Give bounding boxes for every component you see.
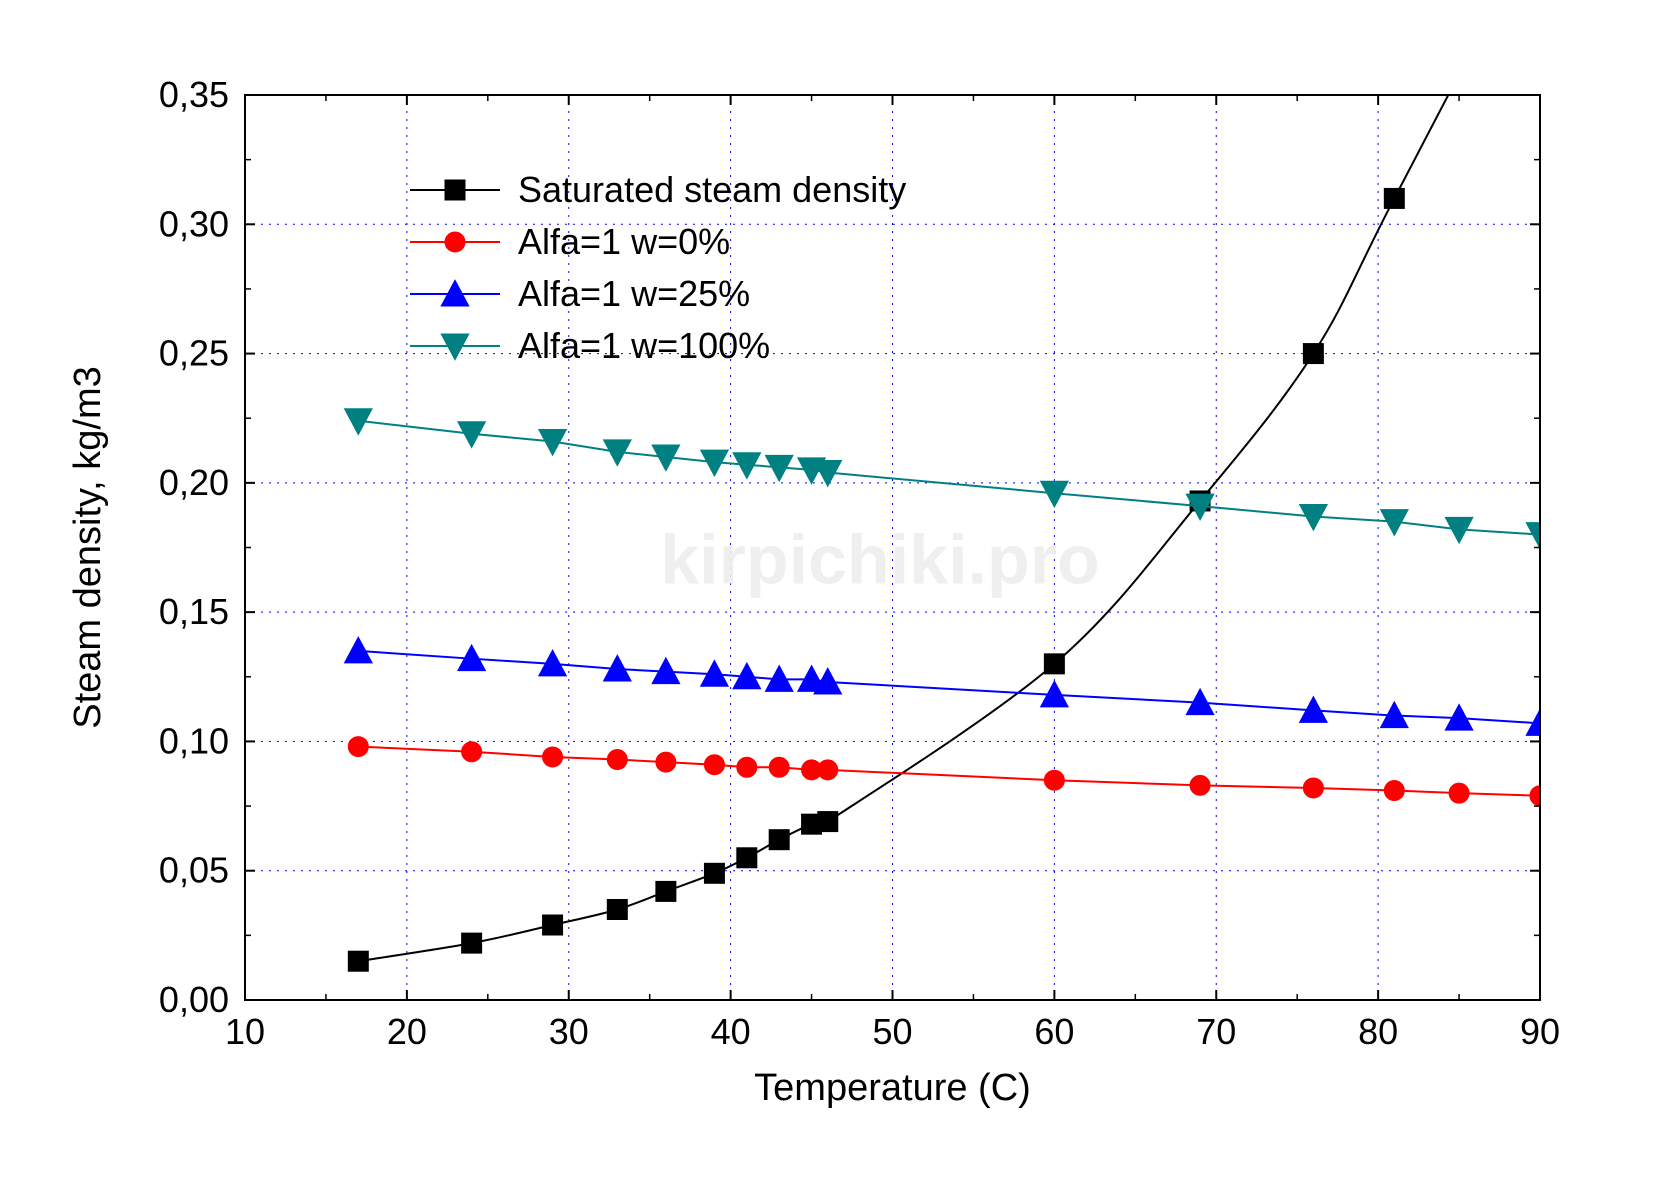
legend-item-label: Alfa=1 w=100% bbox=[518, 325, 770, 366]
y-tick-label: 0,05 bbox=[159, 850, 229, 891]
chart-svg: kirpichiki.pro 10 20 30 40 50 60 70 80 90 0,00 0,05… bbox=[0, 0, 1664, 1204]
legend-item-label: Saturated steam density bbox=[518, 169, 906, 210]
watermark-text: kirpichiki.pro bbox=[660, 520, 1100, 598]
legend-item-label: Alfa=1 w=0% bbox=[518, 221, 730, 262]
y-tick-label: 0,30 bbox=[159, 203, 229, 244]
y-tick-label: 0,10 bbox=[159, 720, 229, 761]
y-axis-label: Steam density, kg/m3 bbox=[67, 366, 109, 729]
x-tick-label: 50 bbox=[872, 1011, 912, 1052]
x-tick-label: 30 bbox=[549, 1011, 589, 1052]
y-tick-label: 0,20 bbox=[159, 462, 229, 503]
y-tick-label: 0,00 bbox=[159, 979, 229, 1020]
x-axis-label: Temperature (C) bbox=[754, 1067, 1031, 1109]
x-tick-label: 20 bbox=[387, 1011, 427, 1052]
x-tick-label: 40 bbox=[711, 1011, 751, 1052]
x-tick-label: 10 bbox=[225, 1011, 265, 1052]
x-tick-label: 80 bbox=[1358, 1011, 1398, 1052]
y-tick-label: 0,35 bbox=[159, 74, 229, 115]
y-tick-label: 0,25 bbox=[159, 333, 229, 374]
legend-item-label: Alfa=1 w=25% bbox=[518, 273, 750, 314]
x-tick-label: 60 bbox=[1034, 1011, 1074, 1052]
y-tick-label: 0,15 bbox=[159, 591, 229, 632]
x-tick-label: 70 bbox=[1196, 1011, 1236, 1052]
x-tick-label: 90 bbox=[1520, 1011, 1560, 1052]
chart-figure: kirpichiki.pro 10 20 30 40 50 60 70 80 90 0,00 0,05… bbox=[0, 0, 1664, 1204]
